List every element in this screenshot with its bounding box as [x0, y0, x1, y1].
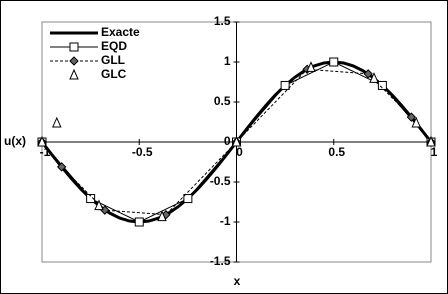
- y-tick-label: 0: [224, 134, 231, 148]
- point: [406, 112, 417, 122]
- point: [329, 57, 339, 67]
- legend-label: GLL: [101, 53, 125, 67]
- legend-marker: [69, 42, 79, 52]
- point: [134, 217, 144, 227]
- point: [94, 199, 104, 211]
- point: [86, 194, 96, 204]
- point: [37, 135, 47, 147]
- legend-marker: [69, 68, 79, 80]
- point: [306, 61, 316, 72]
- point: [363, 69, 373, 79]
- x-axis-title: x: [234, 274, 241, 288]
- x-tick-label: 0.5: [328, 145, 345, 159]
- point: [183, 194, 193, 204]
- point: [52, 116, 62, 128]
- legend-label: Exacte: [101, 25, 140, 39]
- x-tick-label: -0.5: [132, 145, 153, 159]
- point: [411, 116, 421, 128]
- y-tick-label: -0.5: [210, 174, 231, 188]
- point: [426, 135, 436, 147]
- legend-marker: [69, 56, 79, 66]
- point: [377, 80, 387, 90]
- y-tick-label: -1.5: [210, 254, 231, 268]
- x-tick-label: 0: [236, 145, 243, 159]
- point: [56, 162, 67, 172]
- legend-box: [45, 26, 140, 84]
- y-tick-label: 0.5: [214, 94, 231, 108]
- y-tick-label: -1: [220, 214, 231, 228]
- y-tick-label: 1.5: [214, 14, 231, 28]
- point: [280, 80, 290, 90]
- point: [157, 210, 167, 222]
- y-tick-label: 1: [224, 54, 231, 68]
- point: [231, 135, 242, 147]
- legend-label: EQD: [101, 39, 127, 53]
- x-tick-label: -1: [40, 145, 51, 159]
- y-axis-title: u(x): [4, 134, 26, 148]
- point: [369, 72, 379, 83]
- legend-label: GLC: [101, 67, 127, 81]
- x-tick-label: 1: [431, 145, 438, 159]
